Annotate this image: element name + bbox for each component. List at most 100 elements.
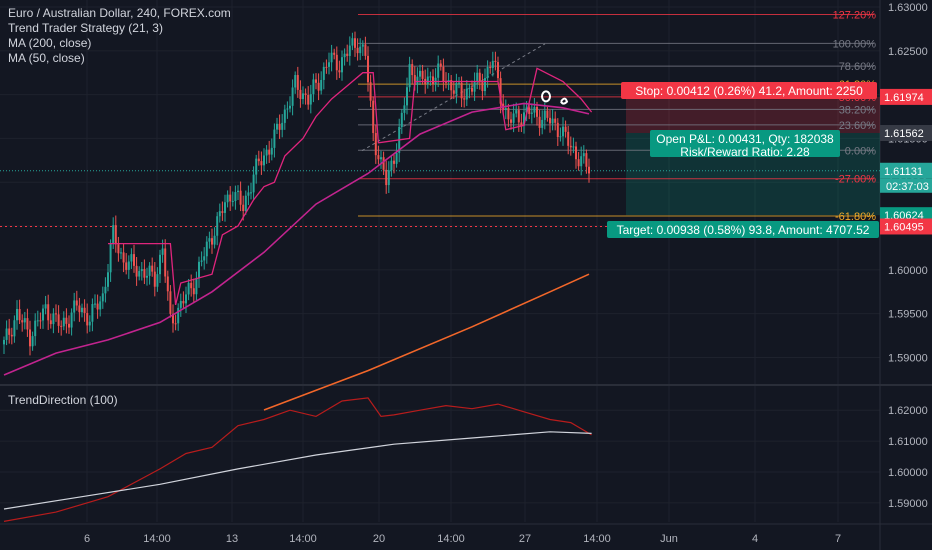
candle-body — [174, 323, 177, 325]
candle-body — [562, 126, 564, 137]
target-label: Target: 0.00938 (0.58%) 93.8, Amount: 47… — [607, 221, 879, 238]
candle-body — [465, 88, 468, 100]
candle-body — [439, 63, 442, 67]
candle-body — [8, 328, 11, 335]
trend-trader-line — [108, 67, 593, 306]
candle-body — [403, 105, 406, 113]
candle-body — [341, 57, 343, 73]
candle-body — [265, 149, 268, 156]
candle-body — [185, 294, 187, 304]
candle-body — [109, 243, 112, 273]
symbol-title: Euro / Australian Dollar, 240, FOREX.com — [8, 6, 231, 20]
candle-body — [361, 44, 364, 47]
candle-body — [463, 98, 466, 100]
candle-body — [328, 62, 330, 67]
candle-body — [481, 82, 484, 92]
price-badge-bg — [880, 88, 932, 105]
candle-body — [151, 265, 154, 272]
candle-body — [356, 47, 359, 54]
candle-body — [543, 110, 546, 120]
candle-body — [468, 87, 471, 89]
candle-body — [416, 76, 419, 85]
candle-body — [289, 105, 291, 109]
candle-body — [216, 216, 219, 236]
candle-body — [330, 52, 333, 63]
pnl-label-bg — [650, 130, 840, 157]
candle-body — [29, 329, 31, 347]
fib-label: 0.00% — [845, 145, 876, 157]
candle-body — [161, 248, 164, 255]
candle-body — [445, 81, 447, 83]
candle-body — [426, 76, 429, 85]
candle-body — [179, 300, 182, 308]
candle-body — [302, 93, 304, 100]
candle-body — [62, 317, 65, 327]
price-badge-bg — [880, 124, 932, 141]
candle-body — [70, 312, 73, 328]
candle-body — [148, 265, 151, 276]
candle-body — [177, 307, 180, 324]
candle-body — [104, 286, 107, 294]
candle-body — [315, 79, 317, 83]
candle-body — [510, 119, 512, 123]
candle-body — [408, 64, 411, 88]
candle-body — [125, 262, 128, 270]
candle-body — [296, 75, 299, 90]
candle-body — [533, 106, 536, 113]
candle-body — [286, 108, 289, 110]
candle-body — [546, 110, 549, 118]
candle-body — [432, 76, 434, 85]
fib-label: 38.20% — [839, 104, 877, 116]
candle-body — [94, 303, 96, 305]
candle-body — [146, 275, 148, 278]
candle-body — [322, 66, 325, 80]
candle-body — [42, 308, 44, 321]
candle-body — [242, 204, 245, 212]
candle-body — [504, 107, 507, 111]
candle-body — [517, 110, 520, 123]
stop-label-bg — [621, 82, 877, 99]
candle-body — [234, 192, 237, 201]
sub-price-tick: 1.60000 — [888, 467, 928, 479]
candle-body — [309, 94, 312, 105]
candle-body — [52, 313, 55, 325]
candle-body — [231, 200, 234, 202]
candle-body — [387, 170, 390, 186]
trend-direction-red-line — [3, 397, 592, 522]
candle-body — [367, 55, 369, 83]
candle-body — [260, 161, 263, 166]
indicator-ma200: MA (200, close) — [8, 36, 92, 50]
price-tick: 1.62500 — [888, 46, 928, 58]
pnl-label-text: Open P&L: 0.00431, Qty: 182038 — [656, 132, 834, 146]
candle-body — [559, 136, 562, 138]
candle-body — [494, 60, 497, 63]
candle-body — [585, 153, 588, 167]
candle-body — [575, 146, 577, 160]
candle-body — [491, 60, 494, 69]
candle-body — [112, 225, 115, 244]
candle-body — [523, 112, 525, 126]
candle-body — [270, 147, 273, 155]
candle-body — [281, 122, 284, 130]
candle-body — [335, 54, 338, 71]
candle-body — [226, 194, 229, 203]
candle-body — [528, 107, 531, 114]
candle-body — [172, 313, 174, 324]
fib-label: 78.60% — [839, 61, 877, 73]
sub-price-tick: 1.59000 — [888, 498, 928, 510]
candle-body — [122, 252, 125, 263]
candle-body — [34, 320, 37, 337]
time-tick: 20 — [373, 533, 385, 545]
candle-body — [569, 145, 572, 148]
trend-direction-white-line — [3, 431, 592, 510]
stop-label-text: Stop: 0.00412 (0.26%) 41.2, Amount: 2250 — [635, 84, 863, 98]
candle-body — [127, 261, 130, 270]
candle-body — [164, 248, 167, 277]
candle-body — [312, 79, 315, 95]
candle-body — [320, 79, 323, 91]
candle-body — [489, 67, 492, 69]
candle-body — [237, 190, 239, 193]
candle-body — [138, 271, 141, 277]
price-tick: 1.59000 — [888, 352, 928, 364]
